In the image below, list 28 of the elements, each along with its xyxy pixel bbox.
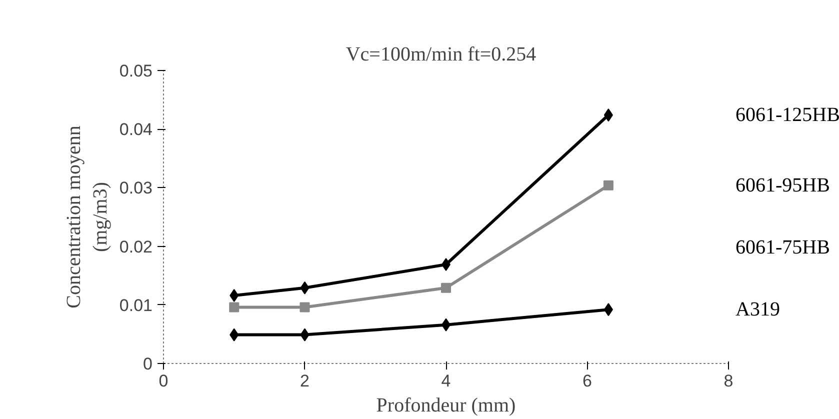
y-tick-label: 0.05 — [119, 62, 153, 80]
point — [300, 281, 310, 294]
point — [604, 108, 613, 122]
point — [230, 289, 239, 302]
x-axis-title: Profondeur (mm) — [376, 394, 516, 416]
text: A319 — [736, 298, 780, 321]
point — [300, 328, 310, 342]
y-tick-label: 0 — [143, 354, 153, 374]
x-tick-label: 6 — [582, 372, 592, 390]
y-tick-label: 0.01 — [119, 296, 153, 315]
text: 6061-125HB — [736, 104, 839, 126]
point — [441, 282, 451, 293]
x-tick-label: 4 — [441, 372, 451, 390]
x-tick-label: 0 — [158, 372, 168, 390]
text: 6061-75HB — [736, 236, 830, 258]
chart-title: Vc=100m/min ft=0.254 — [346, 44, 536, 66]
y-tick-label: 0.04 — [119, 120, 153, 140]
point — [229, 302, 240, 312]
y-tick-label: 0.03 — [119, 178, 153, 198]
y-tick-label: 0.02 — [119, 237, 153, 256]
x-tick-label: 8 — [724, 372, 734, 390]
text: 6061-95HB — [736, 174, 830, 196]
x-tick-label: 2 — [300, 372, 310, 390]
point — [300, 302, 310, 312]
point — [604, 303, 613, 316]
point — [603, 180, 614, 190]
point — [230, 328, 239, 342]
y-axis-title: Concentration moyenn (mg/m3) — [63, 126, 112, 308]
